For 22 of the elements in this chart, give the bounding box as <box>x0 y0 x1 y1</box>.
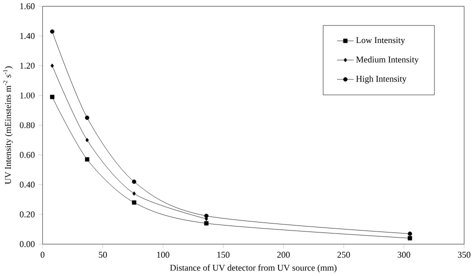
y-axis-title: UV Intensity (mEinsteins m$^{-2}$ s$^{-1}$) <box>3 66 13 184</box>
y-tick-label: 1.00 <box>20 92 35 99</box>
y-tick-label: 0.80 <box>20 122 35 128</box>
y-tick-label: 0.20 <box>20 212 35 218</box>
x-tick-label: 150 <box>217 252 230 258</box>
x-tick-label: 0 <box>40 252 44 258</box>
y-tick-label: 0.60 <box>20 152 35 158</box>
x-tick-label: 250 <box>337 252 350 258</box>
y-tick-label: 0.40 <box>20 182 35 188</box>
x-tick-label: 200 <box>277 252 290 258</box>
y-tick-label: 0.00 <box>20 241 35 248</box>
y-tick-label: 1.40 <box>20 33 35 40</box>
legend-label: Low Intensity <box>356 37 406 46</box>
y-tick-label: 1.60 <box>20 3 35 10</box>
y-tick-label: 1.20 <box>20 62 35 69</box>
legend-label: High Intensity <box>356 76 407 84</box>
x-tick-label: 50 <box>98 252 107 258</box>
legend-label: Medium Intensity <box>356 56 419 64</box>
x-tick-label: 300 <box>398 252 410 258</box>
x-tick-label: 350 <box>458 252 470 258</box>
x-axis-title: Distance of UV detector from UV source (mm) <box>170 264 336 273</box>
x-tick-label: 100 <box>157 252 170 258</box>
